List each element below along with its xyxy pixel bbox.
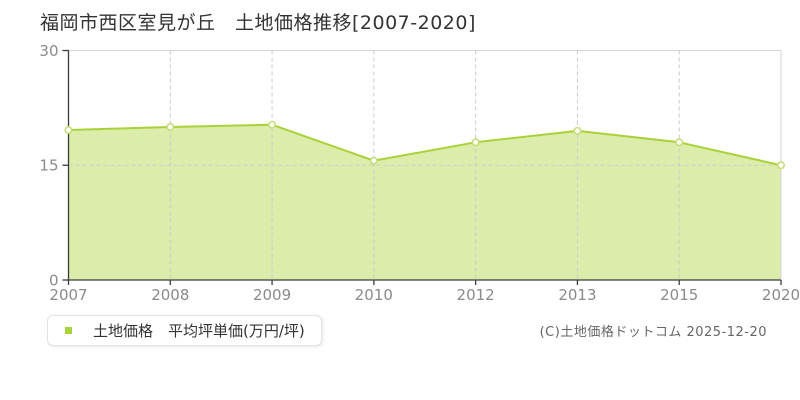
- x-tick-label: 2013: [558, 286, 596, 304]
- x-tick-label: 2010: [355, 286, 393, 304]
- data-point-marker: [268, 120, 277, 129]
- x-tick-label: 2009: [253, 286, 291, 304]
- data-point-marker: [776, 161, 785, 170]
- copyright-text: (C)土地価格ドットコム 2025-12-20: [539, 325, 767, 340]
- x-tick-label: 2008: [151, 286, 189, 304]
- data-point-marker: [369, 156, 378, 165]
- x-tick-label: 2020: [762, 286, 800, 304]
- legend-label: 土地価格 平均坪単価(万円/坪): [93, 322, 305, 340]
- x-tick-label: 2007: [49, 286, 87, 304]
- y-tick-label: 30: [39, 42, 58, 60]
- y-tick-label: 15: [39, 157, 58, 175]
- legend: 土地価格 平均坪単価(万円/坪): [47, 315, 322, 346]
- y-tick-label: 0: [49, 271, 59, 289]
- data-point-marker: [675, 138, 684, 147]
- x-tick-label: 2015: [660, 286, 698, 304]
- series-marker-icon: [65, 327, 72, 334]
- trend-line: [67, 123, 782, 167]
- data-point-marker: [64, 126, 73, 135]
- area-fill: [68, 124, 781, 280]
- data-point-marker: [471, 138, 480, 147]
- x-tick-label: 2012: [457, 286, 495, 304]
- chart-title: 福岡市西区室見が丘 土地価格推移[2007-2020]: [40, 12, 476, 34]
- data-point-marker: [573, 126, 582, 135]
- data-point-marker: [166, 123, 175, 132]
